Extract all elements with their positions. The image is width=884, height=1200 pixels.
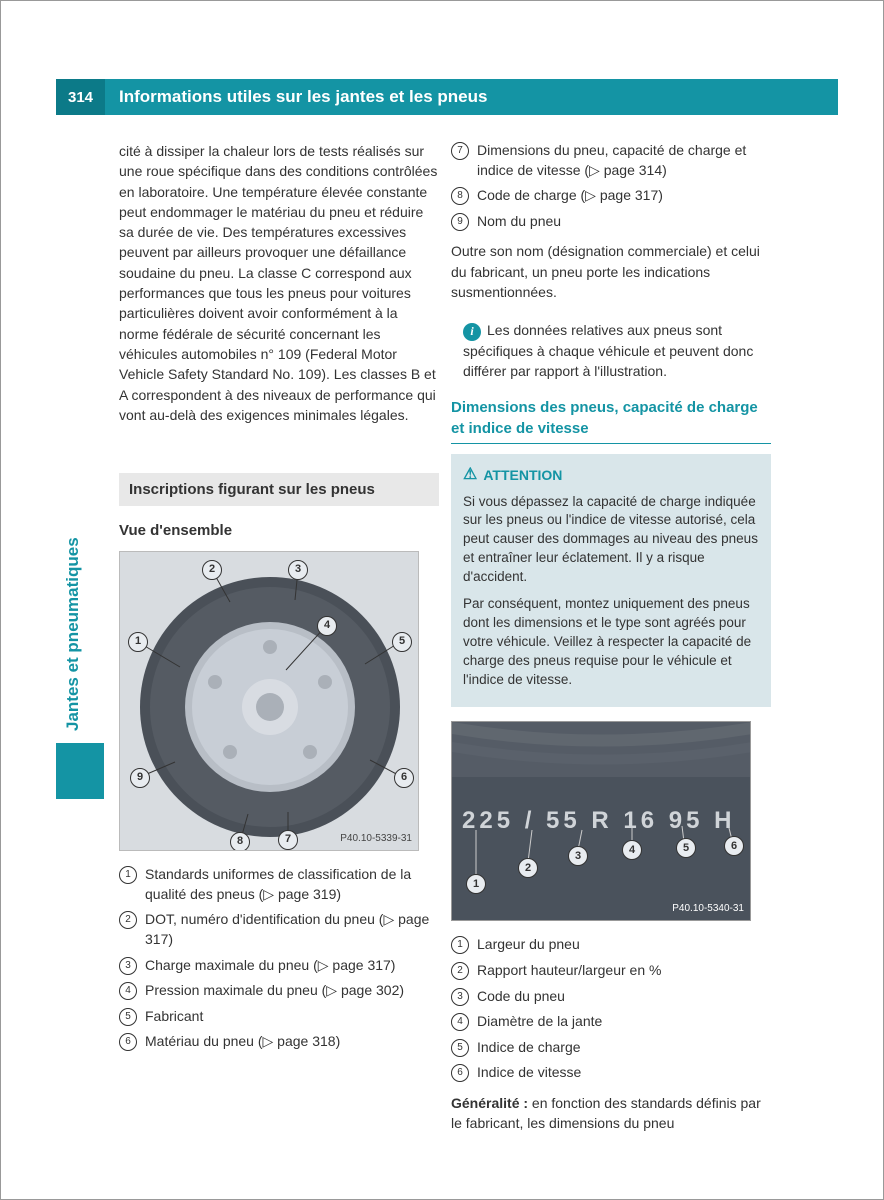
attention-label: ATTENTION xyxy=(483,466,562,486)
item-number: 7 xyxy=(451,142,469,160)
figure2-legend: 1 Largeur du pneu 2 Rapport hauteur/largeu… xyxy=(451,935,771,1083)
item-number: 5 xyxy=(119,1008,137,1026)
paragraph: Outre son nom (désignation commerciale) … xyxy=(451,241,771,302)
warning-icon: ⚠ xyxy=(463,464,477,486)
figure-tire-marking: 225 / 55 R 16 95 H 1 2 3 4 5 6 P40.10-53… xyxy=(451,721,751,921)
list-item: 5 Fabricant xyxy=(119,1007,439,1027)
item-text: Dimensions du pneu, capacité de charge e… xyxy=(477,141,771,180)
item-number: 3 xyxy=(451,988,469,1006)
item-text: Nom du pneu xyxy=(477,212,561,232)
item-text: Indice de charge xyxy=(477,1038,581,1058)
list-item: 4 Pression maximale du pneu (▷ page 302) xyxy=(119,981,439,1001)
tire-marking-text: 225 / 55 R 16 95 H xyxy=(462,804,735,838)
list-item: 3 Code du pneu xyxy=(451,987,771,1007)
tire-overview-svg xyxy=(120,552,419,851)
item-text: Charge maximale du pneu (▷ page 317) xyxy=(145,956,395,976)
page-number: 314 xyxy=(56,79,105,115)
header-bar: 314 Informations utiles sur les jantes e… xyxy=(56,79,838,115)
item-text: Fabricant xyxy=(145,1007,203,1027)
subsection-title: Vue d'ensemble xyxy=(119,520,439,541)
item-number: 8 xyxy=(451,187,469,205)
item-number: 4 xyxy=(119,982,137,1000)
section-title-bar: Inscriptions figurant sur les pneus xyxy=(119,473,439,506)
side-tab-label: Jantes et pneumatiques xyxy=(61,537,85,731)
list-item: 2 DOT, numéro d'identification du pneu (▷… xyxy=(119,910,439,949)
item-text: Indice de vitesse xyxy=(477,1063,581,1083)
list-item: 9 Nom du pneu xyxy=(451,212,771,232)
item-number: 2 xyxy=(451,962,469,980)
list-item: 1 Standards uniformes de classification d… xyxy=(119,865,439,904)
section-heading: Dimensions des pneus, capacité de charge… xyxy=(451,397,771,444)
list-item: 4 Diamètre de la jante xyxy=(451,1012,771,1032)
right-column: 7 Dimensions du pneu, capacité de charge … xyxy=(451,141,771,1152)
item-text: Diamètre de la jante xyxy=(477,1012,602,1032)
item-number: 5 xyxy=(451,1039,469,1057)
figure2-code: P40.10-5340-31 xyxy=(672,902,744,916)
attention-box: ⚠ ATTENTION Si vous dépassez la capacité… xyxy=(451,454,771,707)
attention-paragraph: Si vous dépassez la capacité de charge i… xyxy=(463,493,759,587)
item-number: 6 xyxy=(119,1033,137,1051)
list-item: 8 Code de charge (▷ page 317) xyxy=(451,186,771,206)
figure1-code: P40.10-5339-31 xyxy=(340,832,412,846)
left-column: cité à dissiper la chaleur lors de tests… xyxy=(119,141,439,1058)
item-number: 6 xyxy=(451,1064,469,1082)
figure1-legend: 1 Standards uniformes de classification d… xyxy=(119,865,439,1052)
intro-paragraph: cité à dissiper la chaleur lors de tests… xyxy=(119,141,439,425)
item-number: 2 xyxy=(119,911,137,929)
list-item: 7 Dimensions du pneu, capacité de charge … xyxy=(451,141,771,180)
info-note: iLes données relatives aux pneus sont sp… xyxy=(451,320,771,381)
item-number: 1 xyxy=(451,936,469,954)
attention-heading: ⚠ ATTENTION xyxy=(463,464,759,486)
list-item: 2 Rapport hauteur/largeur en % xyxy=(451,961,771,981)
header-title: Informations utiles sur les jantes et le… xyxy=(105,85,487,109)
item-number: 4 xyxy=(451,1013,469,1031)
info-text: Les données relatives aux pneus sont spé… xyxy=(463,322,753,379)
item-number: 9 xyxy=(451,213,469,231)
item-number: 1 xyxy=(119,866,137,884)
general-label: Généralité : xyxy=(451,1095,528,1111)
info-icon: i xyxy=(463,323,481,341)
side-tab-block xyxy=(56,743,104,799)
list-item: 1 Largeur du pneu xyxy=(451,935,771,955)
list-item: 3 Charge maximale du pneu (▷ page 317) xyxy=(119,956,439,976)
page: 314 Informations utiles sur les jantes e… xyxy=(0,0,884,1200)
attention-paragraph: Par conséquent, montez uniquement des pn… xyxy=(463,595,759,689)
list-item: 6 Matériau du pneu (▷ page 318) xyxy=(119,1032,439,1052)
item-number: 3 xyxy=(119,957,137,975)
figure-tire-overview: 1 2 3 5 4 6 7 8 9 P40.10-5339-31 xyxy=(119,551,419,851)
item-text: Pression maximale du pneu (▷ page 302) xyxy=(145,981,404,1001)
item-text: Matériau du pneu (▷ page 318) xyxy=(145,1032,340,1052)
item-text: Standards uniformes de classification de… xyxy=(145,865,439,904)
callout-8: 8 xyxy=(230,832,250,851)
item-text: Code du pneu xyxy=(477,987,565,1007)
general-paragraph: Généralité : en fonction des standards d… xyxy=(451,1093,771,1134)
list-item: 5 Indice de charge xyxy=(451,1038,771,1058)
item-text: Code de charge (▷ page 317) xyxy=(477,186,663,206)
item-text: DOT, numéro d'identification du pneu (▷ … xyxy=(145,910,439,949)
item-text: Rapport hauteur/largeur en % xyxy=(477,961,661,981)
list-item: 6 Indice de vitesse xyxy=(451,1063,771,1083)
continuation-legend: 7 Dimensions du pneu, capacité de charge … xyxy=(451,141,771,231)
item-text: Largeur du pneu xyxy=(477,935,580,955)
